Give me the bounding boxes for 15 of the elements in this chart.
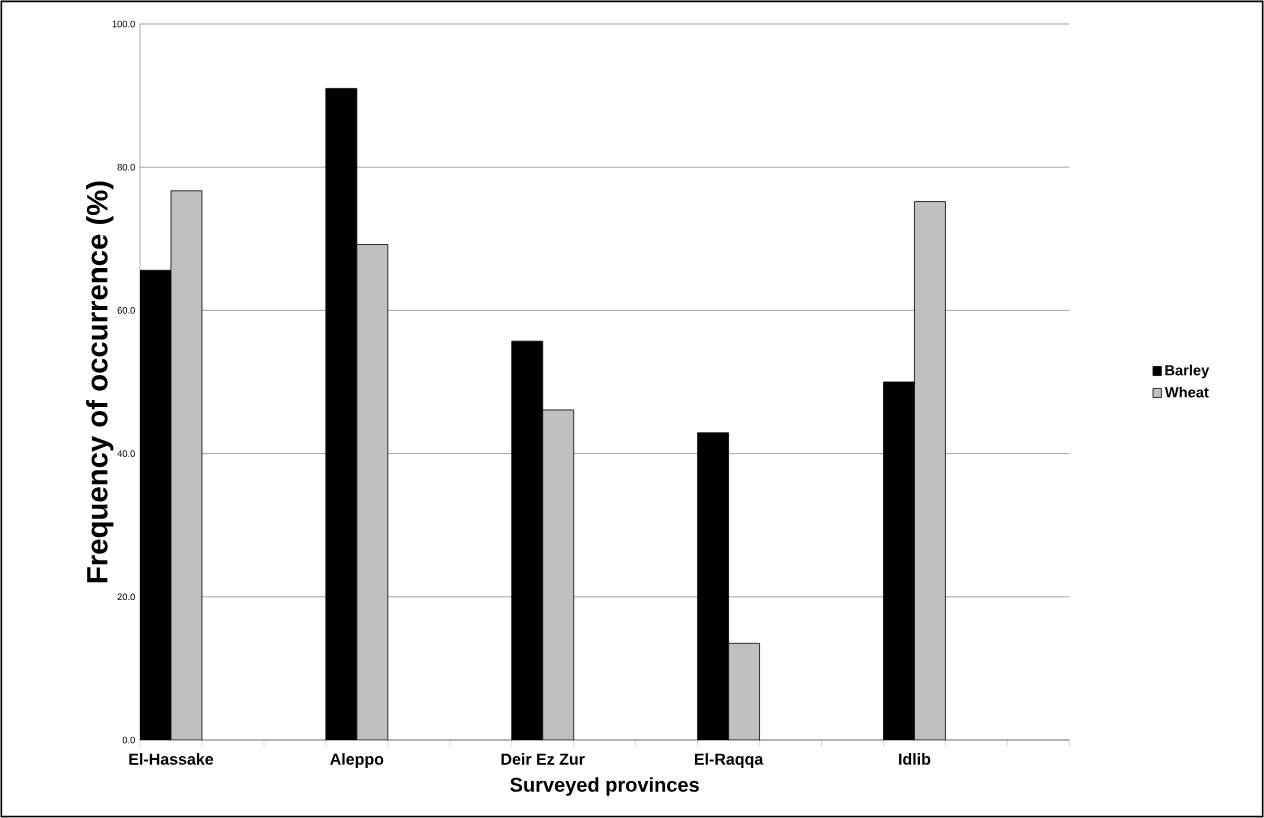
x-tick-label: Deir Ez Zur (501, 753, 585, 765)
y-tick-label: 20.0 (117, 593, 135, 601)
y-axis-title: Frequency of occurrence (%) (86, 181, 114, 583)
legend-label: Wheat (1164, 386, 1209, 398)
x-tick-label: Aleppo (330, 753, 384, 768)
x-tick-label: El-Hassake (129, 753, 214, 765)
x-tick-label: El-Raqqa (694, 753, 764, 768)
x-axis-title: Surveyed provinces (510, 777, 699, 796)
y-tick-label: 60.0 (117, 307, 135, 314)
y-tick-label: 100.0 (112, 20, 135, 28)
x-tick-label: Idlib (899, 753, 931, 765)
legend-label: Barley (1165, 364, 1210, 379)
y-tick-label: 0.0 (122, 736, 135, 744)
y-tick-label: 40.0 (117, 450, 135, 457)
y-tick-label: 80.0 (117, 163, 135, 171)
